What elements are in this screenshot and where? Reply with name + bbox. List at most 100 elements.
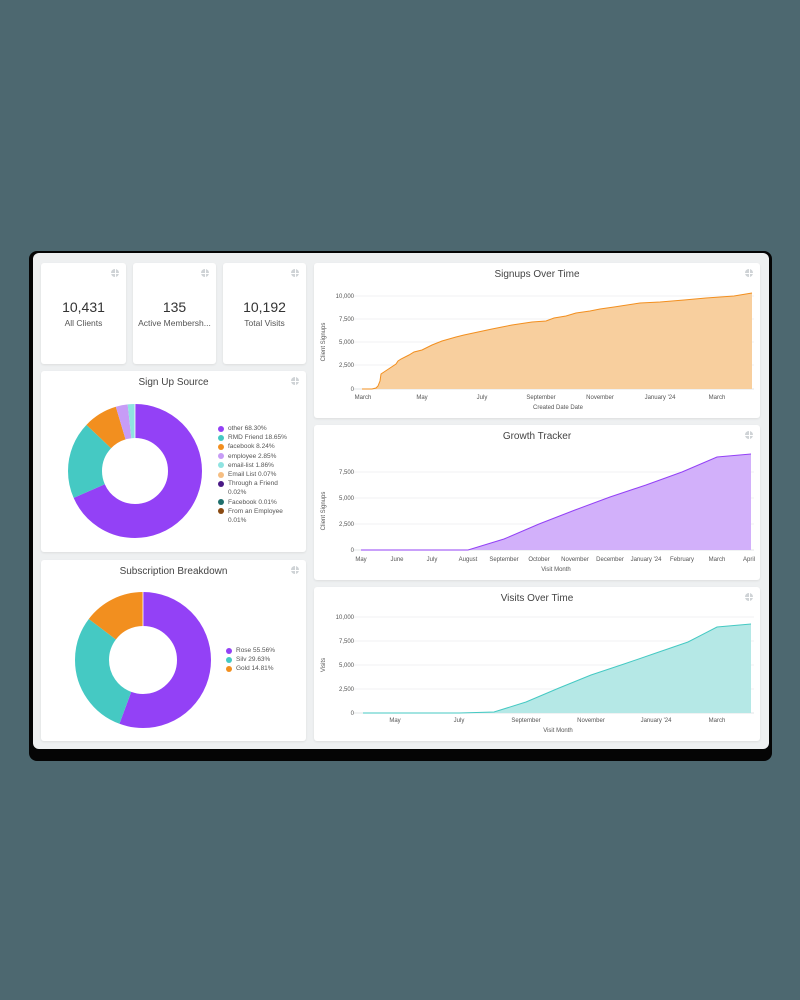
globe-icon[interactable] — [291, 269, 299, 277]
legend-item[interactable]: Email List 0.07% — [218, 470, 303, 479]
x-tick: March — [709, 718, 726, 724]
y-tick: 2,500 — [339, 687, 355, 693]
x-axis-label: Created Date Date — [533, 405, 584, 411]
legend-dot — [226, 665, 232, 672]
legend-label: Silv 29.63% — [236, 656, 271, 664]
legend-item[interactable]: email-list 1.86% — [218, 461, 303, 470]
kpi-label: Total Visits — [244, 318, 285, 328]
signups-over-time-card: Signups Over Time 10,000 7,500 5,000 2,5… — [314, 263, 760, 418]
kpi-value: 10,192 — [243, 299, 286, 315]
x-tick: July — [477, 395, 488, 401]
visits-over-time-card: Visits Over Time 10,000 7,500 5,000 2,50… — [314, 587, 760, 741]
y-tick: 7,500 — [339, 470, 355, 476]
x-axis-label: Visit Month — [543, 728, 573, 734]
x-tick: August — [459, 557, 478, 563]
x-tick: May — [389, 718, 400, 724]
x-axis-label: Visit Month — [541, 567, 571, 573]
legend-dot — [218, 499, 224, 506]
x-tick: July — [454, 718, 465, 724]
globe-icon[interactable] — [291, 377, 299, 385]
subscription-breakdown-card: Subscription Breakdown Rose 55.56% Silv … — [41, 560, 306, 741]
x-tick: May — [355, 557, 366, 563]
y-tick: 5,000 — [339, 340, 355, 346]
legend-label: Rose 55.56% — [236, 647, 276, 654]
x-tick: June — [390, 557, 404, 563]
globe-icon[interactable] — [111, 269, 119, 277]
kpi-card-all-clients[interactable]: 10,431 All Clients — [41, 263, 126, 364]
y-tick: 5,000 — [339, 663, 355, 669]
x-tick: July — [427, 557, 438, 563]
x-tick: April — [743, 557, 755, 563]
kpi-card-active-memberships[interactable]: 135 Active Membersh... — [133, 263, 216, 364]
legend-item[interactable]: Silv 29.63% — [226, 655, 296, 664]
globe-icon[interactable] — [201, 269, 209, 277]
y-tick: 2,500 — [339, 522, 355, 528]
x-tick: January '24 — [645, 395, 676, 401]
x-tick: September — [526, 395, 555, 401]
x-tick: March — [355, 395, 372, 401]
legend-dot — [218, 508, 224, 515]
y-axis-label: Client Signups — [321, 323, 327, 362]
kpi-card-total-visits[interactable]: 10,192 Total Visits — [223, 263, 306, 364]
legend-label: From an Employee 0.01% — [228, 507, 283, 525]
globe-icon[interactable] — [745, 431, 753, 439]
legend-label: other 68.30% — [228, 425, 267, 432]
legend-dot — [218, 471, 224, 478]
x-tick: December — [596, 557, 624, 563]
legend-dot — [218, 434, 224, 441]
y-tick: 0 — [351, 548, 355, 554]
signup-source-legend: other 68.30% RMD Friend 18.65% facebook … — [218, 424, 303, 525]
kpi-value: 10,431 — [62, 299, 105, 315]
card-title: Signups Over Time — [494, 269, 580, 280]
x-tick: May — [416, 395, 427, 401]
legend-item[interactable]: facebook 8.24% — [218, 442, 303, 451]
kpi-label: Active Membersh... — [138, 318, 211, 328]
legend-dot — [226, 647, 232, 654]
legend-item[interactable]: Rose 55.56% — [226, 646, 296, 655]
globe-icon[interactable] — [745, 593, 753, 601]
legend-dot — [218, 453, 224, 460]
legend-dot — [218, 425, 224, 432]
card-title: Sign Up Source — [138, 377, 209, 388]
legend-item[interactable]: Gold 14.81% — [226, 664, 296, 673]
visits-area-chart[interactable]: 10,000 7,500 5,000 2,500 0 Visits May Ju… — [314, 587, 760, 741]
kpi-value: 135 — [162, 299, 187, 315]
x-tick: January '24 — [641, 718, 672, 724]
card-title: Subscription Breakdown — [119, 566, 228, 577]
growth-tracker-card: Growth Tracker 7,500 5,000 2,500 0 Clien… — [314, 425, 760, 580]
legend-item[interactable]: Through a Friend 0.02% — [218, 479, 303, 497]
legend-dot — [218, 443, 224, 450]
x-tick: November — [586, 395, 614, 401]
legend-item[interactable]: From an Employee 0.01% — [218, 507, 303, 525]
legend-item[interactable]: RMD Friend 18.65% — [218, 433, 303, 442]
x-tick: November — [561, 557, 589, 563]
legend-item[interactable]: Facebook 0.01% — [218, 498, 303, 507]
y-tick: 7,500 — [339, 317, 355, 323]
legend-label: Through a Friend 0.02% — [228, 480, 278, 497]
legend-label: Email List 0.07% — [228, 471, 277, 479]
legend-dot — [226, 656, 232, 663]
card-title: Visits Over Time — [500, 593, 574, 604]
legend-dot — [218, 462, 224, 469]
y-tick: 5,000 — [339, 496, 355, 502]
y-axis-label: Client Signups — [321, 492, 327, 531]
legend-item[interactable]: employee 2.85% — [218, 452, 303, 461]
x-tick: March — [709, 395, 726, 401]
globe-icon[interactable] — [291, 566, 299, 574]
legend-label: RMD Friend 18.65% — [228, 434, 287, 442]
x-tick: February — [670, 557, 694, 563]
subscription-donut[interactable] — [74, 591, 212, 729]
kpi-label: All Clients — [64, 318, 103, 328]
y-tick: 7,500 — [339, 639, 355, 645]
signup-source-card: Sign Up Source other 68.30% RMD Friend 1… — [41, 371, 306, 552]
signups-area-chart[interactable]: 10,000 7,500 5,000 2,500 0 Client Signup… — [314, 263, 760, 418]
globe-icon[interactable] — [745, 269, 753, 277]
legend-dot — [218, 480, 224, 487]
signup-source-donut[interactable] — [65, 401, 205, 541]
x-tick: September — [489, 557, 518, 563]
x-tick: October — [528, 557, 549, 563]
x-tick: September — [511, 718, 540, 724]
legend-label: facebook 8.24% — [228, 443, 275, 451]
growth-area-chart[interactable]: 7,500 5,000 2,500 0 Client Signups May J… — [314, 425, 760, 580]
legend-item[interactable]: other 68.30% — [218, 424, 303, 433]
